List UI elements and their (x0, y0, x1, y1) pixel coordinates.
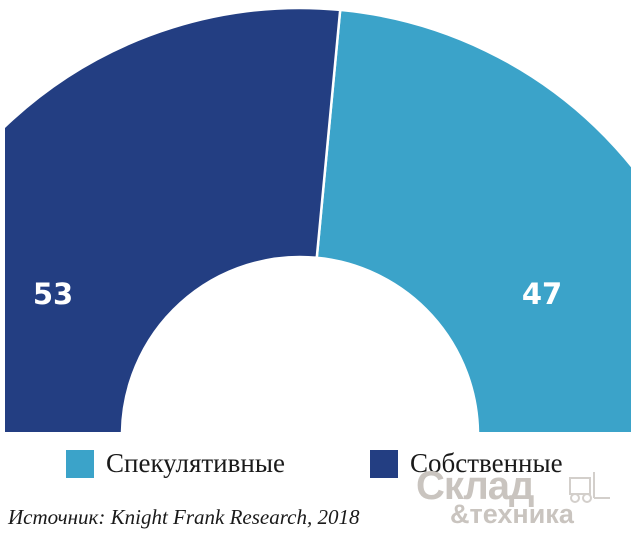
watermark-logo-line1: Склад (416, 464, 534, 508)
legend-label-own: Собственные (410, 448, 563, 478)
watermark-logo: Склад &техника (416, 466, 626, 532)
legend-item-own: Собственные (370, 448, 563, 479)
slice-own (5, 6, 342, 432)
watermark-logo-line2: &техника (450, 499, 574, 529)
data-label-own: 53 (33, 277, 73, 311)
legend: Спекулятивные Собственные (0, 448, 636, 484)
data-label-speculative: 47 (522, 277, 562, 311)
legend-swatch-speculative (66, 449, 94, 478)
legend-item-speculative: Спекулятивные (66, 448, 285, 479)
forklift-icon (569, 472, 610, 503)
semi-donut-chart: 47 53 (5, 6, 631, 432)
source-note: Источник: Knight Frank Research, 2018 (8, 505, 360, 529)
legend-swatch-own (370, 449, 398, 478)
slice-speculative (315, 8, 631, 432)
legend-label-speculative: Спекулятивные (106, 448, 285, 478)
